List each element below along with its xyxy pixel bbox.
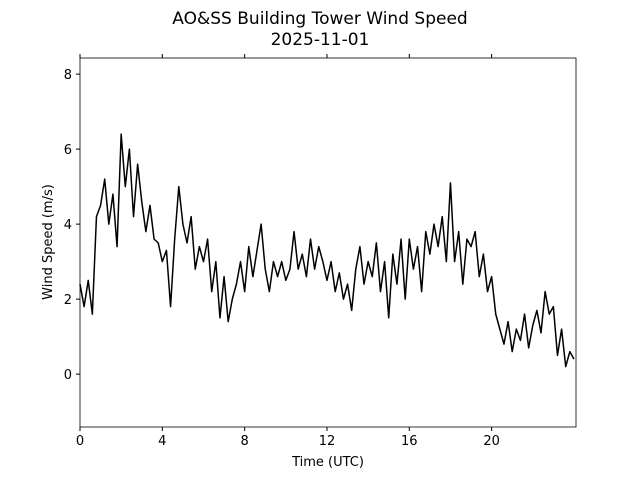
y-tick-label: 2 — [64, 293, 72, 308]
y-tick-label: 8 — [64, 68, 72, 83]
data-line — [79, 133, 575, 368]
x-axis-label: Time (UTC) — [291, 455, 364, 470]
x-tick-label: 20 — [483, 434, 500, 449]
x-tick-label: 0 — [76, 434, 84, 449]
y-tick-label: 6 — [64, 143, 72, 158]
plot-frame — [79, 57, 577, 428]
y-tick-label: 0 — [64, 368, 72, 383]
y-tick-label: 4 — [64, 218, 72, 233]
chart-title: AO&SS Building Tower Wind Speed — [172, 9, 467, 29]
x-tick-label: 8 — [241, 434, 249, 449]
x-tick-label: 12 — [319, 434, 336, 449]
y-axis-label: Wind Speed (m/s) — [41, 184, 56, 300]
chart-subtitle: 2025-11-01 — [271, 30, 370, 50]
x-tick-label: 4 — [158, 434, 166, 449]
x-tick-label: 16 — [401, 434, 418, 449]
